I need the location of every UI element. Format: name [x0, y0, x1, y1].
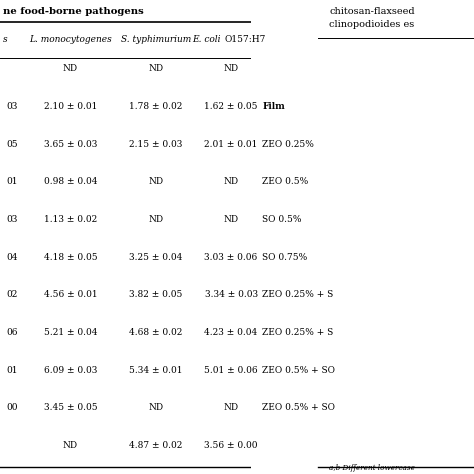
Text: chitosan-flaxseed: chitosan-flaxseed	[329, 7, 415, 16]
Text: s: s	[2, 36, 7, 44]
Text: 3.56 ± 0.00: 3.56 ± 0.00	[204, 441, 258, 450]
Text: ZEO 0.5% + SO: ZEO 0.5% + SO	[262, 366, 336, 375]
Text: ND: ND	[148, 215, 164, 224]
Text: ND: ND	[63, 64, 78, 73]
Text: ZEO 0.5%: ZEO 0.5%	[262, 177, 309, 186]
Text: ND: ND	[148, 177, 164, 186]
Text: ND: ND	[148, 403, 164, 412]
Text: 2.01 ± 0.01: 2.01 ± 0.01	[204, 140, 258, 149]
Text: 4.23 ± 0.04: 4.23 ± 0.04	[204, 328, 258, 337]
Text: 03: 03	[6, 102, 18, 111]
Text: clinopodioides es: clinopodioides es	[329, 20, 414, 29]
Text: 01: 01	[6, 177, 18, 186]
Text: 1.13 ± 0.02: 1.13 ± 0.02	[44, 215, 97, 224]
Text: E. coli: E. coli	[192, 36, 221, 44]
Text: 3.45 ± 0.05: 3.45 ± 0.05	[44, 403, 97, 412]
Text: a,b Different lowercase: a,b Different lowercase	[329, 464, 415, 472]
Text: 1.62 ± 0.05: 1.62 ± 0.05	[204, 102, 258, 111]
Text: 3.25 ± 0.04: 3.25 ± 0.04	[129, 253, 182, 262]
Text: 5.34 ± 0.01: 5.34 ± 0.01	[129, 366, 182, 375]
Text: 04: 04	[6, 253, 18, 262]
Text: 5.01 ± 0.06: 5.01 ± 0.06	[204, 366, 258, 375]
Text: SO 0.5%: SO 0.5%	[262, 215, 302, 224]
Text: 01: 01	[6, 366, 18, 375]
Text: 4.68 ± 0.02: 4.68 ± 0.02	[129, 328, 182, 337]
Text: 1.78 ± 0.02: 1.78 ± 0.02	[129, 102, 182, 111]
Text: ND: ND	[63, 441, 78, 450]
Text: ZEO 0.25% + S: ZEO 0.25% + S	[262, 291, 334, 300]
Text: 0.98 ± 0.04: 0.98 ± 0.04	[44, 177, 97, 186]
Text: 6.09 ± 0.03: 6.09 ± 0.03	[44, 366, 97, 375]
Text: ND: ND	[224, 403, 239, 412]
Text: 05: 05	[6, 140, 18, 149]
Text: 3.03 ± 0.06: 3.03 ± 0.06	[204, 253, 258, 262]
Text: ZEO 0.25%: ZEO 0.25%	[262, 140, 314, 149]
Text: ND: ND	[224, 215, 239, 224]
Text: SO 0.75%: SO 0.75%	[262, 253, 308, 262]
Text: 2.10 ± 0.01: 2.10 ± 0.01	[44, 102, 97, 111]
Text: 2.15 ± 0.03: 2.15 ± 0.03	[129, 140, 182, 149]
Text: 4.87 ± 0.02: 4.87 ± 0.02	[129, 441, 182, 450]
Text: 4.56 ± 0.01: 4.56 ± 0.01	[44, 291, 97, 300]
Text: 3.82 ± 0.05: 3.82 ± 0.05	[129, 291, 182, 300]
Text: 3.34 ± 0.03: 3.34 ± 0.03	[205, 291, 258, 300]
Text: O157:H7: O157:H7	[225, 36, 266, 44]
Text: 3.65 ± 0.03: 3.65 ± 0.03	[44, 140, 97, 149]
Text: 5.21 ± 0.04: 5.21 ± 0.04	[44, 328, 97, 337]
Text: S. typhimurium: S. typhimurium	[120, 36, 191, 44]
Text: 03: 03	[6, 215, 18, 224]
Text: Film: Film	[262, 102, 285, 111]
Text: ZEO 0.25% + S: ZEO 0.25% + S	[262, 328, 334, 337]
Text: ND: ND	[148, 64, 164, 73]
Text: 4.18 ± 0.05: 4.18 ± 0.05	[44, 253, 97, 262]
Text: ZEO 0.5% + SO: ZEO 0.5% + SO	[262, 403, 336, 412]
Text: ND: ND	[224, 64, 239, 73]
Text: 00: 00	[6, 403, 18, 412]
Text: L. monocytogenes: L. monocytogenes	[29, 36, 112, 44]
Text: 06: 06	[6, 328, 18, 337]
Text: ne food-borne pathogens: ne food-borne pathogens	[2, 7, 143, 16]
Text: ND: ND	[224, 177, 239, 186]
Text: 02: 02	[6, 291, 18, 300]
